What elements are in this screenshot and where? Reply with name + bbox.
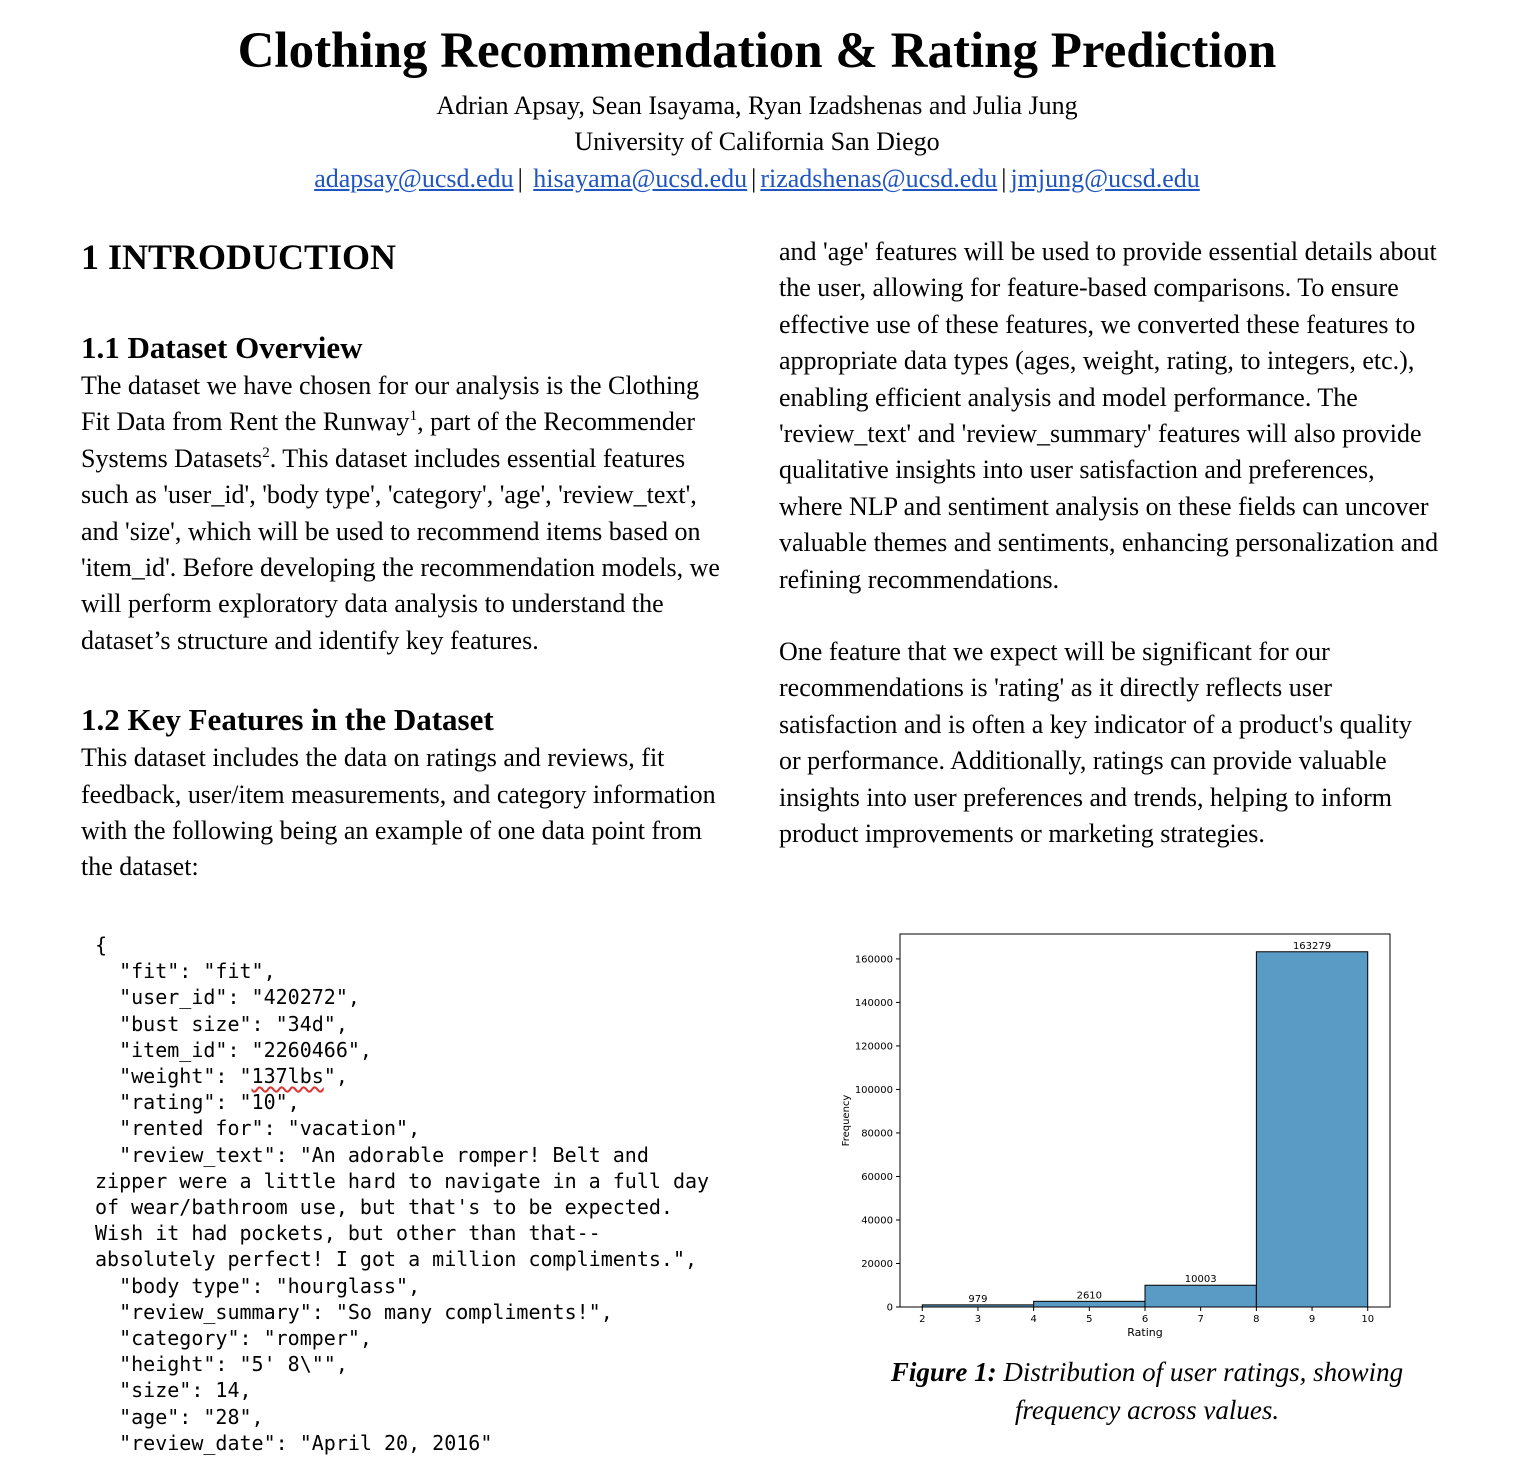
paragraph-feature-usage: and 'age' features will be used to provi… <box>779 237 1439 594</box>
y-tick-label: 40000 <box>861 1215 893 1226</box>
figure-caption: Figure 1: Distribution of user ratings, … <box>890 1357 1404 1425</box>
bar-data-label: 979 <box>968 1294 987 1305</box>
email-list: adapsay@ucsd.edu | hisayama@ucsd.edu | riza… <box>0 161 1514 197</box>
subsection-heading-key-features: 1.2 Key Features in the Dataset <box>81 702 494 738</box>
x-tick-label: 8 <box>1253 1314 1259 1325</box>
bar-data-label: 10003 <box>1185 1274 1217 1285</box>
email-separator: | <box>517 164 523 193</box>
histogram-bar <box>1033 1300 1146 1308</box>
section-heading-introduction: 1 INTRODUCTION <box>81 237 397 277</box>
histogram-bar <box>1144 1284 1257 1308</box>
x-tick-label: 4 <box>1030 1314 1036 1325</box>
paragraph-rating-significance: One feature that we expect will be signi… <box>779 637 1412 849</box>
y-tick-label: 160000 <box>855 954 893 965</box>
footnote-marker: 1 <box>409 408 418 425</box>
email-separator: | <box>751 164 757 193</box>
author-list: Adrian Apsay, Sean Isayama, Ryan Izadshe… <box>436 91 1078 120</box>
rating-histogram-chart: 979 2610 10003 163279 2 3 4 5 6 7 8 9 10 0 20000 40000 6… <box>841 933 1391 1339</box>
paragraph-key-features: This dataset includes the data on rating… <box>81 743 716 882</box>
rating-histogram-figure: 979 2610 10003 163279 2 3 4 5 6 7 8 9 10 0 20000 40000 6… <box>835 925 1405 1345</box>
histogram-bar <box>1255 951 1369 1308</box>
email-link-rizadshenas[interactable]: rizadshenas@ucsd.edu <box>760 164 998 193</box>
y-tick-label: 20000 <box>861 1259 893 1270</box>
footnote-marker: 2 <box>262 444 270 461</box>
email-link-jmjung[interactable]: jmjung@ucsd.edu <box>1010 164 1200 193</box>
email-link-hisayama[interactable]: hisayama@ucsd.edu <box>533 164 748 193</box>
code-sample-json: { "fit": "fit", "user_id": "420272", "bu… <box>95 933 710 1455</box>
x-tick-label: 2 <box>919 1314 925 1325</box>
y-tick-label: 60000 <box>861 1172 893 1183</box>
paper-title: Clothing Recommendation & Rating Predict… <box>237 23 1277 79</box>
email-separator: | <box>1001 164 1007 193</box>
x-tick-label: 6 <box>1142 1314 1148 1325</box>
y-tick-label: 0 <box>887 1303 893 1314</box>
right-column: and 'age' features will be used to provi… <box>779 234 1439 853</box>
bar-data-label: 163279 <box>1293 941 1331 952</box>
y-tick-label: 80000 <box>861 1128 893 1139</box>
subsection-heading-dataset-overview: 1.1 Dataset Overview <box>81 330 363 365</box>
y-tick-label: 140000 <box>855 998 893 1009</box>
left-column: 1 INTRODUCTION 1.1 Dataset Overview The … <box>81 232 731 886</box>
spellcheck-underline: 137lbs <box>251 1064 324 1089</box>
bar-data-label: 2610 <box>1077 1290 1102 1301</box>
x-tick-label: 7 <box>1197 1314 1203 1325</box>
y-tick-label: 120000 <box>855 1041 893 1052</box>
x-tick-label: 3 <box>975 1314 981 1325</box>
x-tick-label: 5 <box>1086 1314 1092 1325</box>
paragraph-dataset-overview: The dataset we have chosen for our analy… <box>81 371 720 655</box>
affiliation: University of California San Diego <box>574 127 940 156</box>
x-axis-label: Rating <box>1127 1326 1162 1339</box>
x-tick-label: 10 <box>1361 1314 1374 1325</box>
x-tick-label: 9 <box>1309 1314 1315 1325</box>
email-link-adapsay[interactable]: adapsay@ucsd.edu <box>314 164 514 193</box>
y-tick-label: 100000 <box>855 1085 893 1096</box>
y-axis-label: Frequency <box>841 1095 852 1147</box>
